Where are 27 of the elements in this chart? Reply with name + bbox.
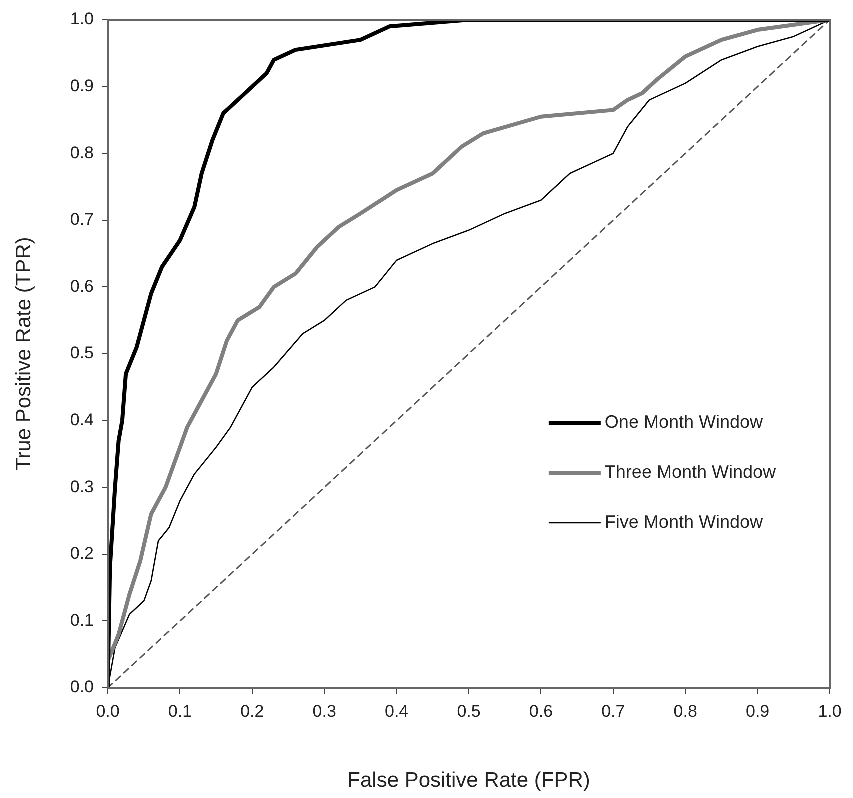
x-tick-label: 0.0 (96, 702, 120, 721)
legend-label: Five Month Window (604, 512, 764, 532)
y-tick-label: 0.7 (70, 210, 94, 230)
y-tick-label: 0.5 (70, 344, 94, 363)
y-tick-label: 0.6 (70, 276, 94, 296)
y-tick-label: 0.3 (70, 477, 94, 496)
x-tick-label: 0.5 (457, 702, 481, 721)
y-axis-title: True Positive Rate (TPR) (12, 237, 36, 471)
x-tick-label: 0.9 (746, 702, 770, 721)
y-tick-label: 0.0 (70, 678, 94, 697)
x-tick-label: 0.7 (602, 702, 626, 721)
y-tick-label: 0.1 (70, 610, 94, 630)
y-tick-label: 1.0 (70, 10, 94, 29)
y-tick-label: 0.4 (70, 410, 94, 430)
y-tick-label: 0.9 (70, 76, 94, 96)
y-tick-label: 0.8 (70, 143, 94, 162)
x-tick-label: 0.8 (674, 702, 698, 721)
legend-label: Three Month Window (604, 462, 777, 482)
x-tick-label: 0.3 (312, 702, 336, 721)
x-axis-title: False Positive Rate (FPR) (348, 769, 590, 792)
y-tick-label: 0.2 (70, 544, 94, 564)
legend-label: One Month Window (604, 412, 764, 432)
x-tick-label: 0.1 (168, 702, 192, 721)
x-tick-label: 0.4 (384, 702, 409, 721)
x-tick-label: 0.2 (240, 702, 264, 721)
x-tick-label: 0.6 (529, 702, 554, 721)
x-tick-label: 1.0 (818, 702, 842, 721)
